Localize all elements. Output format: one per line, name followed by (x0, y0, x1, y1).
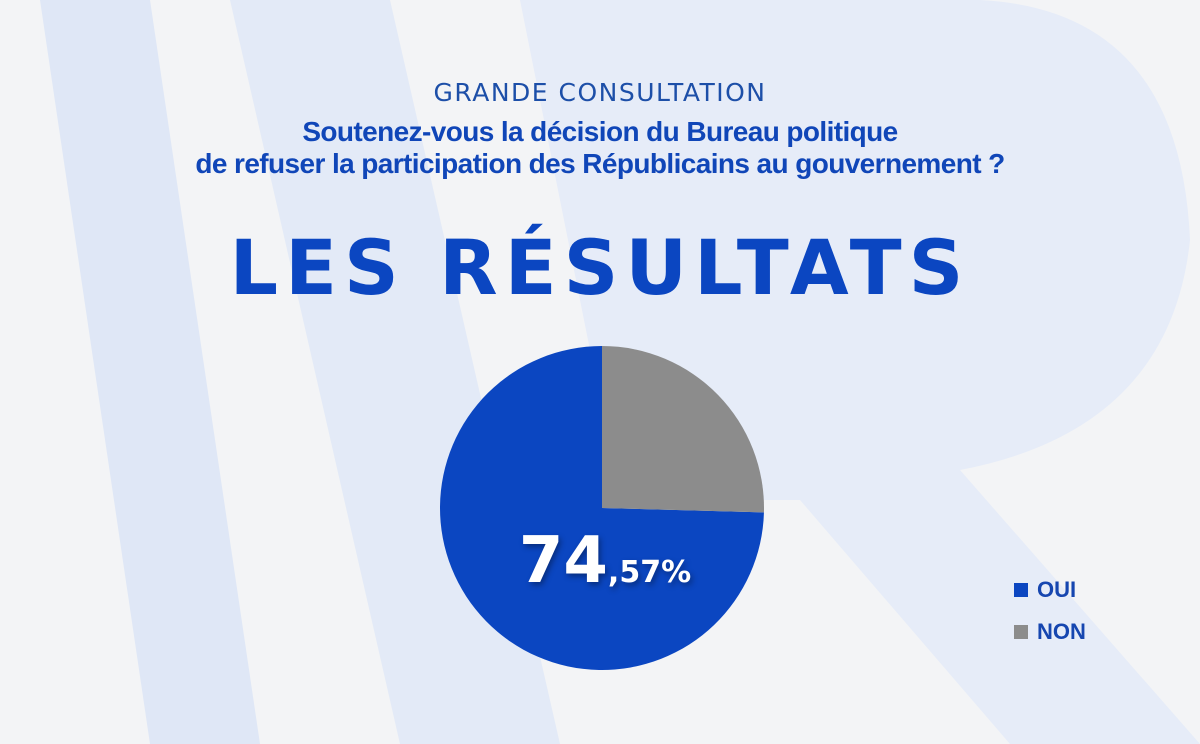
pie-slice-oui (440, 346, 764, 670)
pie-data-label-decimal: ,57% (608, 555, 691, 590)
watermark-r-bowl (520, 0, 1200, 744)
pie-data-label: 74,57% (519, 524, 691, 598)
question-text: Soutenez-vous la décision du Bureau poli… (0, 116, 1200, 180)
legend-swatch-non (1014, 625, 1028, 639)
question-line-2: de refuser la participation des Républic… (195, 148, 1005, 179)
results-title: LES RÉSULTATS (229, 223, 971, 312)
watermark-stroke-left (40, 0, 260, 744)
legend-label-oui: OUI (1037, 577, 1077, 602)
overline-title: GRANDE CONSULTATION (433, 78, 767, 107)
legend-item-oui: OUI (1014, 577, 1086, 602)
question-line-1: Soutenez-vous la décision du Bureau poli… (302, 116, 898, 147)
legend-item-non: NON (1014, 619, 1086, 644)
pie-data-label-integer: 74 (519, 524, 608, 598)
legend-label-non: NON (1037, 619, 1086, 644)
legend-swatch-oui (1014, 583, 1028, 597)
pie-slice-non (602, 346, 764, 513)
chart-legend: OUI NON (1014, 577, 1086, 662)
